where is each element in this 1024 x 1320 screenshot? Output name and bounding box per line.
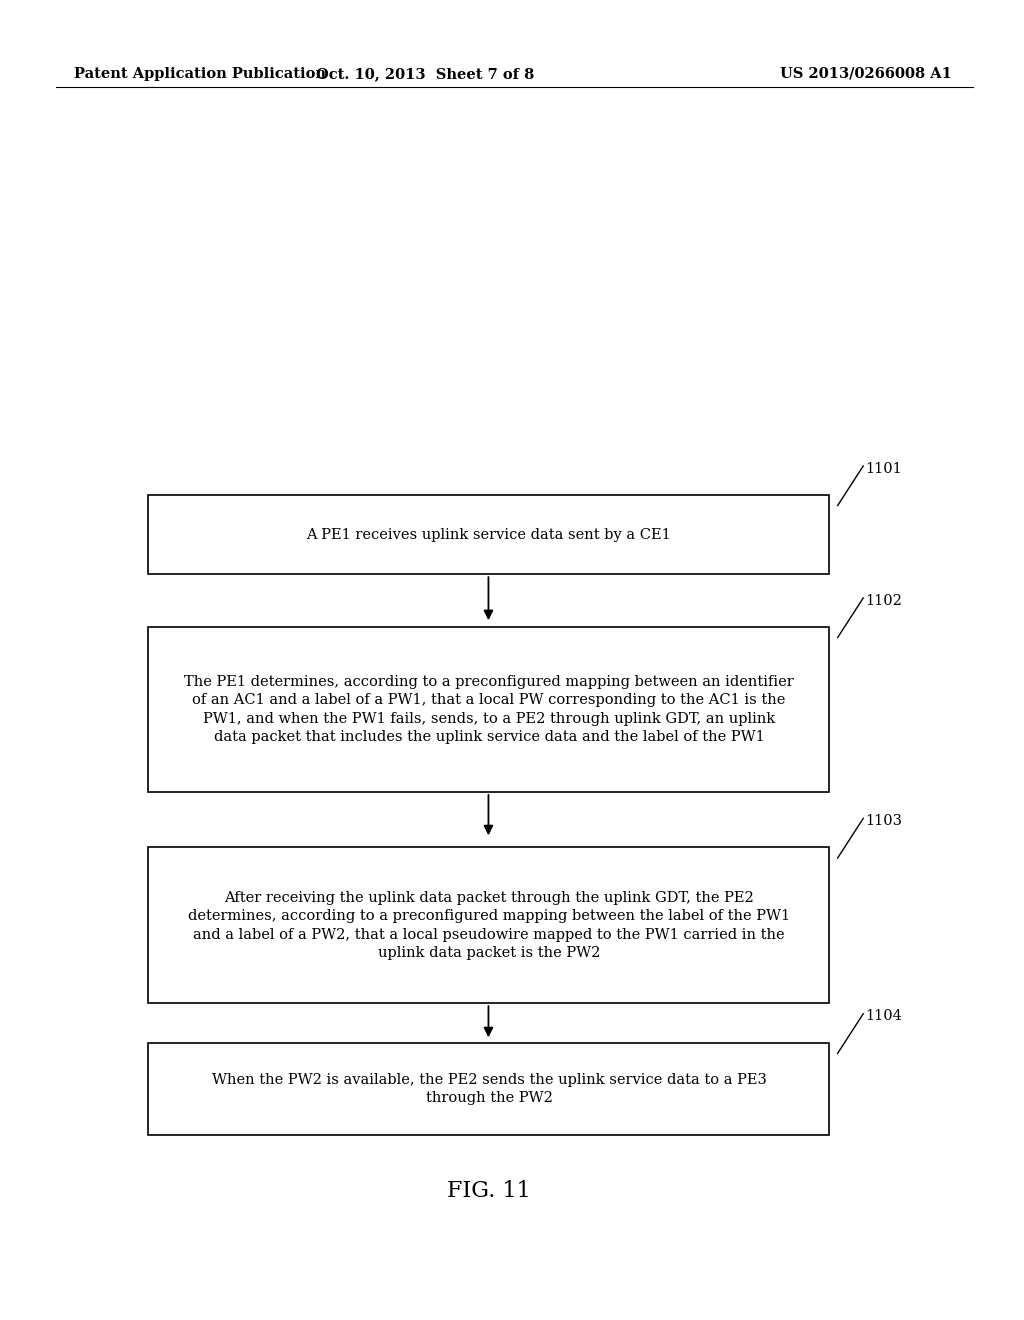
Text: When the PW2 is available, the PE2 sends the uplink service data to a PE3
throug: When the PW2 is available, the PE2 sends… xyxy=(212,1073,766,1105)
Bar xyxy=(148,627,829,792)
Text: FIG. 11: FIG. 11 xyxy=(446,1180,530,1201)
Text: 1103: 1103 xyxy=(865,814,902,828)
Bar xyxy=(148,847,829,1003)
Text: After receiving the uplink data packet through the uplink GDT, the PE2
determine: After receiving the uplink data packet t… xyxy=(187,891,791,960)
Text: The PE1 determines, according to a preconfigured mapping between an identifier
o: The PE1 determines, according to a preco… xyxy=(184,675,794,744)
Text: 1104: 1104 xyxy=(865,1010,902,1023)
Bar xyxy=(148,1043,829,1135)
Text: 1102: 1102 xyxy=(865,594,902,607)
Text: A PE1 receives uplink service data sent by a CE1: A PE1 receives uplink service data sent … xyxy=(306,528,672,541)
Text: 1101: 1101 xyxy=(865,462,902,475)
Text: US 2013/0266008 A1: US 2013/0266008 A1 xyxy=(780,67,952,81)
Bar xyxy=(148,495,829,574)
Text: Patent Application Publication: Patent Application Publication xyxy=(74,67,326,81)
Text: Oct. 10, 2013  Sheet 7 of 8: Oct. 10, 2013 Sheet 7 of 8 xyxy=(315,67,535,81)
